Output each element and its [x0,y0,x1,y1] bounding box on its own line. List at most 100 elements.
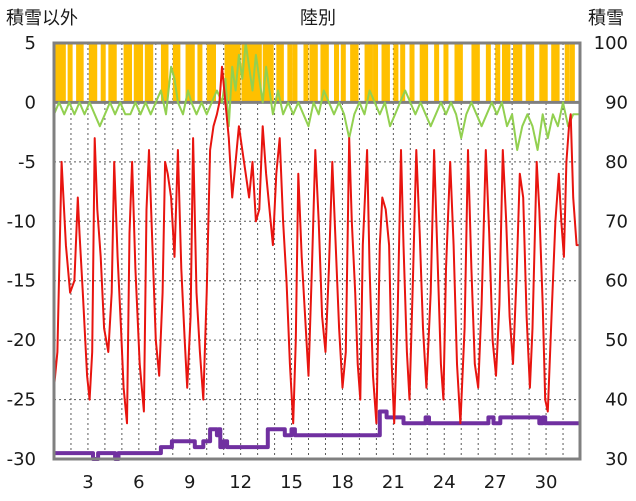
right-tick-label: 100 [594,33,628,54]
precip-bar [227,43,233,103]
precip-bar [244,43,250,103]
precip-bar [443,43,449,103]
chart-title: 陸別 [300,8,336,29]
precip-bar [569,43,575,103]
precip-bar [127,43,133,103]
precip-bar [111,43,117,103]
x-tick-label: 30 [535,472,558,493]
precip-bar [175,43,181,103]
precip-bar [364,43,370,103]
plot-frame [52,41,582,461]
right-tick-label: 30 [605,449,628,470]
precip-bar [551,43,557,103]
x-tick-label: 9 [184,472,195,493]
precip-bar [471,43,477,103]
precip-bar [505,43,511,103]
left-tick-label: -30 [7,449,36,470]
precip-bar [434,43,440,103]
precip-bar [564,43,570,103]
precip-bar [253,43,259,103]
left-tick-label: -20 [7,330,36,351]
x-tick-label: 24 [433,472,456,493]
precip-bar [539,43,545,103]
x-tick-label: 27 [484,472,507,493]
precip-bar [320,43,326,103]
precip-bar [292,43,298,103]
precip-bar [138,43,144,103]
snow-depth-line [54,409,580,461]
precip-bar [148,43,154,103]
precip-bar [250,43,256,103]
precip-bar [501,43,507,103]
precip-bar [384,43,390,103]
precip-bar [454,43,460,103]
precip-bar [287,43,293,103]
precip-bar [210,43,216,103]
precip-bar [513,43,519,103]
precip-bar [133,43,139,103]
precip-bar [67,43,73,103]
precip-bar [78,43,84,103]
precip-bar [108,43,114,103]
precip-bar [419,43,425,103]
precip-bar [276,43,282,103]
precip-bar [554,43,560,103]
precip-bar [393,43,399,103]
precip-bar [172,43,178,103]
x-tick-label: 15 [280,472,303,493]
x-tick-label: 21 [382,472,405,493]
right-tick-label: 80 [605,152,628,173]
precip-bar [529,43,535,103]
x-tick-label: 18 [331,472,354,493]
x-tick-label: 3 [82,472,93,493]
precip-bar [123,43,129,103]
wind-line [53,42,580,151]
precip-bar [233,43,239,103]
x-tick-label: 6 [133,472,144,493]
precip-bar [474,43,480,103]
right-axis-label: 積雪 [588,8,624,29]
precip-bar [323,43,329,103]
left-tick-label: 0 [25,92,36,113]
precip-bar [88,43,94,103]
precip-bar [309,43,315,103]
precip-bar [542,43,548,103]
precip-bar [197,43,203,103]
precip-bars [54,43,575,103]
precip-bar [268,43,274,103]
precip-bar [60,43,66,103]
temperature-line [53,65,580,425]
precip-bar [189,43,195,103]
precip-bar [278,43,284,103]
precip-bar [517,43,523,103]
precip-bar [400,43,406,103]
precip-bar [206,43,212,103]
precip-bar [423,43,429,103]
left-axis-label: 積雪以外 [6,8,78,29]
precip-bar [163,43,169,103]
precip-bar [57,43,63,103]
precip-bar [525,43,531,103]
right-tick-label: 70 [605,211,628,232]
precip-bar [185,43,191,103]
right-tick-label: 60 [605,271,628,292]
precip-bar [100,43,106,103]
left-tick-label: 5 [25,33,36,54]
right-tick-label: 50 [605,330,628,351]
precip-bar [224,43,230,103]
right-tick-label: 40 [605,390,628,411]
x-tick-label: 12 [229,472,252,493]
series-lines [53,42,580,461]
left-tick-label: -15 [7,271,36,292]
precip-bar [495,43,501,103]
precip-bar [312,43,318,103]
precip-bar [373,43,379,103]
precip-bar [54,43,60,103]
precip-bar [76,43,82,103]
precip-bar [241,43,247,103]
left-tick-label: -10 [7,211,36,232]
precip-bar [381,43,387,103]
precip-bar [266,43,272,103]
